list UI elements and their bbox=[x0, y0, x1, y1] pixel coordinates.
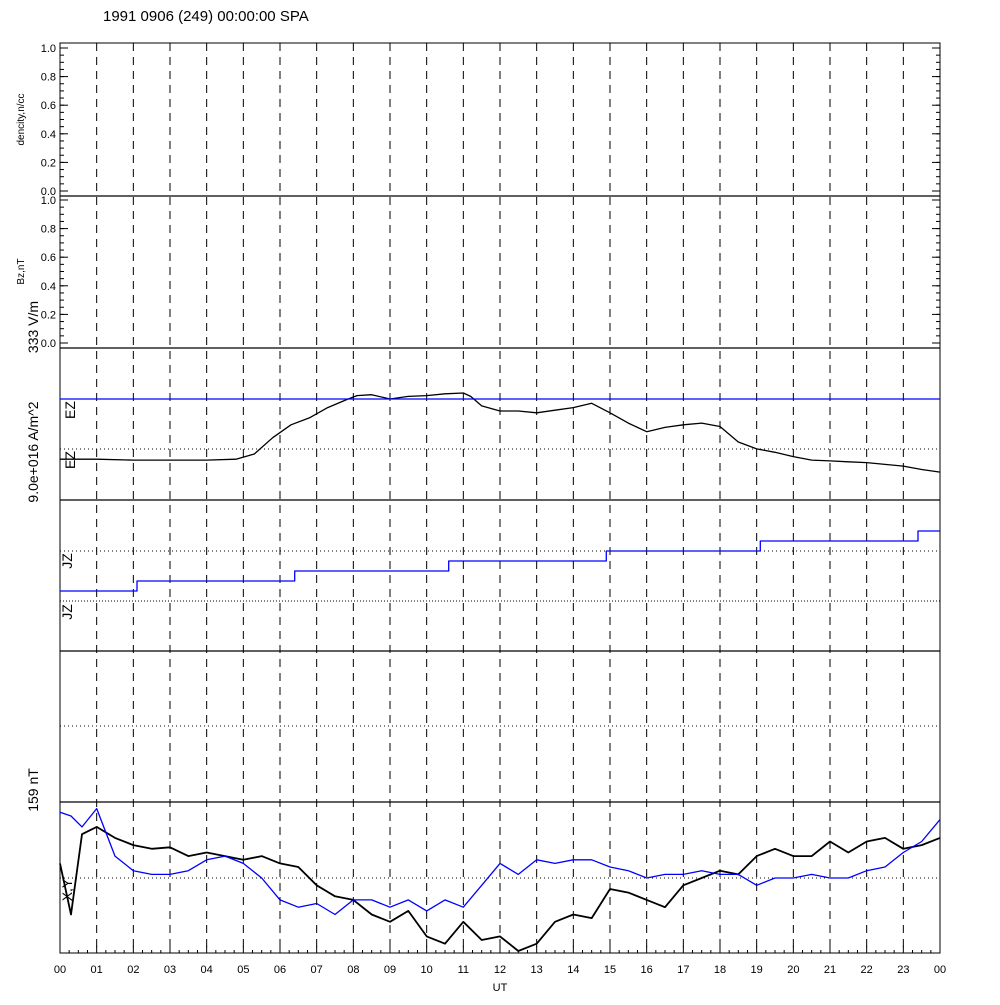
x-tick-label: 21 bbox=[824, 964, 836, 976]
x-tick-label: 00 bbox=[934, 964, 946, 976]
y-tick-label: 0.4 bbox=[41, 281, 56, 293]
x-tick-label: 06 bbox=[274, 964, 286, 976]
x-tick-label: 19 bbox=[751, 964, 763, 976]
jz-label: JZ bbox=[59, 553, 75, 569]
x-tick-label: 11 bbox=[458, 964, 469, 976]
x-tick-label: 20 bbox=[787, 964, 799, 976]
series-line-xy-0 bbox=[59, 826, 941, 952]
x-tick-label: 13 bbox=[531, 964, 543, 976]
series-line-ez-0 bbox=[60, 392, 941, 473]
jz-label: JZ bbox=[59, 604, 75, 620]
y-tick-label: 0.8 bbox=[41, 72, 56, 84]
y-tick-label: 0.0 bbox=[41, 186, 56, 198]
x-tick-label: 03 bbox=[164, 964, 176, 976]
x-tick-label: 09 bbox=[384, 964, 396, 976]
xy-label: X,Y bbox=[59, 878, 75, 901]
x-tick-label: 01 bbox=[91, 964, 103, 976]
x-tick-label: 17 bbox=[677, 964, 689, 976]
y-tick-label: 0.6 bbox=[41, 252, 56, 264]
x-tick-label: 02 bbox=[127, 964, 139, 976]
xy-scale-label: 159 nT bbox=[25, 768, 41, 812]
chart-title: 1991 0906 (249) 00:00:00 SPA bbox=[103, 8, 309, 25]
y-tick-label: 0.6 bbox=[41, 100, 56, 112]
x-tick-label: 14 bbox=[567, 964, 579, 976]
y-tick-label: 0.4 bbox=[41, 129, 56, 141]
y-tick-label: 1.0 bbox=[41, 195, 56, 207]
ez-label: EZ bbox=[62, 401, 78, 419]
x-tick-label: 23 bbox=[897, 964, 909, 976]
x-tick-label: 04 bbox=[201, 964, 213, 976]
y-axis-label: Bz,nT bbox=[16, 258, 27, 284]
y-tick-label: 0.0 bbox=[41, 338, 56, 350]
y-tick-label: 0.2 bbox=[41, 157, 56, 169]
x-axis-label: UT bbox=[493, 982, 508, 994]
x-tick-label: 18 bbox=[714, 964, 726, 976]
y-tick-label: 0.8 bbox=[41, 224, 56, 236]
y-tick-label: 1.0 bbox=[41, 43, 56, 55]
x-tick-label: 10 bbox=[421, 964, 433, 976]
x-tick-label: 08 bbox=[347, 964, 359, 976]
y-tick-label: 0.2 bbox=[41, 309, 56, 321]
ez-label: EZ bbox=[62, 451, 78, 469]
x-tick-label: 12 bbox=[494, 964, 506, 976]
x-tick-label: 07 bbox=[311, 964, 323, 976]
series-line-xy-1 bbox=[59, 807, 941, 916]
x-tick-label: 05 bbox=[237, 964, 249, 976]
x-tick-label: 16 bbox=[641, 964, 653, 976]
x-tick-label: 22 bbox=[861, 964, 873, 976]
ez-scale-label: 333 V/m bbox=[25, 301, 41, 353]
x-tick-label: 15 bbox=[604, 964, 616, 976]
jz-scale-label: 9.0e+016 A/m^2 bbox=[25, 401, 41, 502]
series-line-jz-0 bbox=[60, 530, 940, 592]
x-tick-label: 00 bbox=[54, 964, 66, 976]
y-axis-label: dencity,n/cc bbox=[16, 93, 27, 145]
